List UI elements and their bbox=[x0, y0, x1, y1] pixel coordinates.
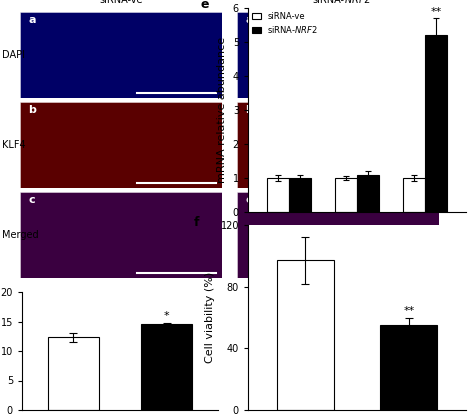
Bar bbox=[289, 178, 310, 212]
Text: siRNA-: siRNA- bbox=[312, 0, 345, 5]
Bar bbox=[425, 35, 447, 212]
Text: c: c bbox=[28, 196, 35, 206]
Text: $\it{NRF2}$: $\it{NRF2}$ bbox=[344, 0, 370, 5]
Bar bbox=[267, 178, 289, 212]
Bar bbox=[335, 178, 357, 212]
Text: KLF4: KLF4 bbox=[2, 140, 26, 150]
Text: DAPI: DAPI bbox=[2, 50, 26, 60]
Text: e: e bbox=[200, 0, 209, 11]
Text: c': c' bbox=[245, 196, 255, 206]
Text: b: b bbox=[28, 105, 36, 115]
Bar bbox=[141, 324, 192, 410]
Text: $\it{BAX}$: $\it{BAX}$ bbox=[414, 233, 436, 244]
Text: a: a bbox=[28, 15, 36, 25]
Y-axis label: mRNA relative abundance: mRNA relative abundance bbox=[217, 37, 227, 183]
Text: a': a' bbox=[245, 15, 256, 25]
Legend: siRNA-ve, siRNA-$\it{NRF2}$: siRNA-ve, siRNA-$\it{NRF2}$ bbox=[252, 12, 318, 35]
Text: **: ** bbox=[403, 306, 415, 316]
Text: $\it{CCND2}$: $\it{CCND2}$ bbox=[339, 233, 375, 244]
Text: siRNA-ve: siRNA-ve bbox=[99, 0, 143, 5]
Bar bbox=[48, 337, 99, 410]
Text: $\it{CCNB1}$: $\it{CCNB1}$ bbox=[272, 233, 306, 244]
Text: Merged: Merged bbox=[2, 230, 39, 240]
Y-axis label: Cell viability (%): Cell viability (%) bbox=[205, 272, 215, 363]
Text: **: ** bbox=[430, 7, 442, 17]
Bar bbox=[276, 260, 334, 410]
Bar bbox=[380, 325, 438, 410]
Text: f: f bbox=[193, 216, 199, 229]
Bar bbox=[357, 175, 379, 212]
Bar bbox=[403, 178, 425, 212]
Text: b': b' bbox=[245, 105, 256, 115]
Text: *: * bbox=[164, 311, 170, 321]
